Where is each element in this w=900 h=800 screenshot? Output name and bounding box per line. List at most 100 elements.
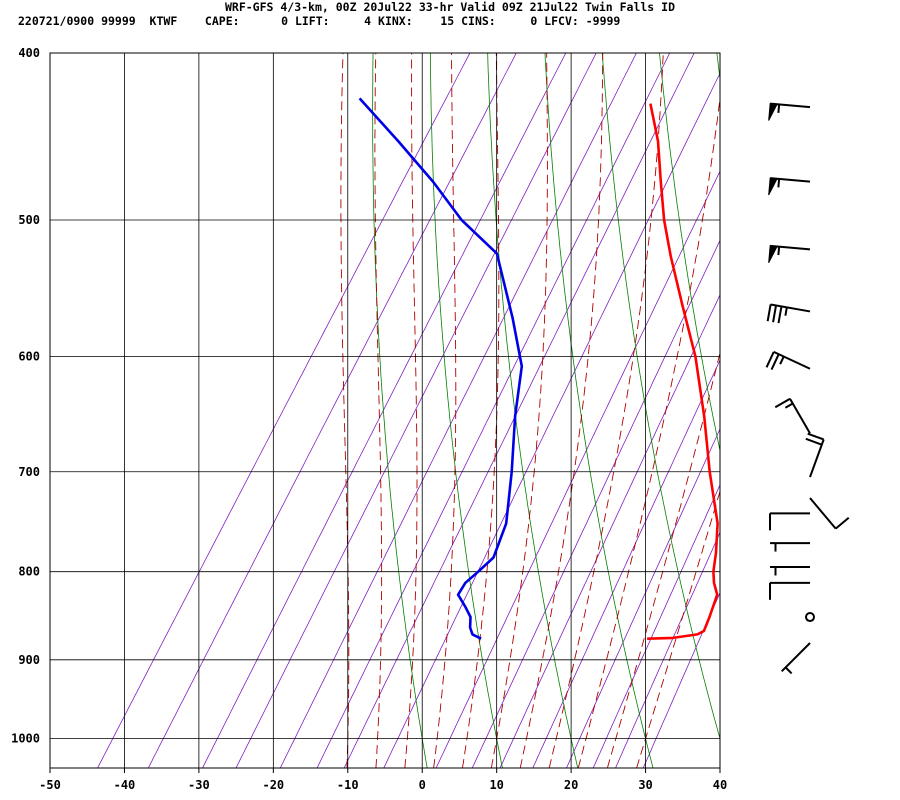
dry-adiabat-4 bbox=[601, 53, 720, 741]
pressure-label: 700 bbox=[18, 465, 40, 479]
temperature-label: 30 bbox=[638, 778, 652, 792]
moist-adiabat-2 bbox=[404, 53, 418, 768]
moist-adiabat-8 bbox=[577, 94, 720, 768]
barb-pennant bbox=[768, 103, 778, 121]
chart-subtitle: 220721/0900 99999 KTWF CAPE: 0 LIFT: 4 K… bbox=[18, 14, 620, 28]
barb-half-feather bbox=[777, 178, 781, 188]
wind-barb bbox=[805, 612, 815, 623]
mixing-ratio-line-9 bbox=[471, 239, 720, 768]
mixing-ratio-line-3 bbox=[235, 53, 597, 768]
mixing-ratio-line-1 bbox=[147, 53, 517, 768]
mixing-ratio-line-14 bbox=[615, 531, 720, 768]
wind-barbs bbox=[765, 102, 850, 675]
wind-barb bbox=[805, 432, 825, 478]
moist-adiabat-9 bbox=[606, 351, 720, 768]
barb-feather bbox=[805, 437, 823, 446]
pressure-label: 800 bbox=[18, 565, 40, 579]
dry-adiabat-2 bbox=[487, 53, 579, 768]
dry-adiabat-1 bbox=[429, 53, 503, 768]
wind-barb bbox=[781, 642, 811, 675]
grid bbox=[50, 52, 720, 768]
temperature-label: -40 bbox=[114, 778, 136, 792]
mixing-ratio-line-10 bbox=[499, 293, 720, 768]
temperature-label: -20 bbox=[262, 778, 284, 792]
barb-staff bbox=[809, 497, 837, 530]
barb-staff bbox=[770, 303, 811, 313]
mixing-ratio-line-2 bbox=[202, 53, 567, 768]
temperature-label: 40 bbox=[713, 778, 727, 792]
barb-feather bbox=[766, 304, 772, 322]
dry-adiabat-9 bbox=[882, 15, 900, 776]
barb-staff bbox=[809, 439, 825, 478]
wind-barb bbox=[768, 102, 811, 121]
barb-staff bbox=[789, 398, 811, 434]
background-lines bbox=[97, 15, 900, 776]
chart-title: WRF-GFS 4/3-km, 00Z 20Jul22 33-hr Valid … bbox=[225, 0, 675, 14]
barb-half-feather bbox=[784, 666, 793, 675]
barb-feather bbox=[772, 305, 778, 323]
barb-feather bbox=[770, 353, 780, 371]
temperature-label: 20 bbox=[564, 778, 578, 792]
temperature-label: -10 bbox=[337, 778, 359, 792]
wind-barb bbox=[768, 244, 811, 264]
dry-adiabat-5 bbox=[659, 53, 720, 453]
barb-staff bbox=[773, 350, 811, 370]
moist-adiabat-1 bbox=[374, 53, 383, 768]
barb-feather bbox=[807, 432, 825, 441]
barb-half-feather bbox=[784, 402, 794, 409]
pressure-axis-labels: 400 500 600 700 800 900 1000 bbox=[11, 46, 40, 746]
barb-half-feather bbox=[779, 356, 785, 365]
barb-feather bbox=[774, 397, 791, 409]
mixing-ratio-line-5 bbox=[316, 53, 671, 768]
pressure-label: 1000 bbox=[11, 732, 40, 746]
moist-adiabat-3 bbox=[433, 53, 457, 768]
wind-barb bbox=[769, 512, 810, 531]
wind-barb bbox=[770, 542, 810, 552]
temperature-label: 0 bbox=[419, 778, 426, 792]
wind-barb bbox=[765, 350, 811, 371]
mixing-ratio-line-4 bbox=[279, 53, 637, 768]
moist-adiabat-5 bbox=[490, 53, 548, 768]
profiles bbox=[358, 97, 719, 640]
dry-adiabat-3 bbox=[544, 53, 654, 768]
mixing-ratio-line-6 bbox=[343, 53, 695, 768]
temperature-label: -30 bbox=[188, 778, 210, 792]
temperature-line bbox=[647, 103, 719, 640]
mixing-ratio-line-11 bbox=[532, 359, 720, 768]
pressure-label: 600 bbox=[18, 349, 40, 363]
barb-feather bbox=[835, 516, 850, 530]
wind-barb bbox=[768, 177, 811, 196]
barb-half-feather bbox=[777, 246, 781, 256]
barb-staff bbox=[781, 642, 811, 672]
barb-half-feather bbox=[784, 307, 788, 316]
moist-adiabat-0 bbox=[340, 53, 350, 768]
mixing-ratio-line-7 bbox=[383, 72, 720, 768]
mixing-ratio-line-12 bbox=[565, 428, 720, 768]
dry-adiabat-8 bbox=[826, 15, 900, 776]
dewpoint-line bbox=[358, 97, 524, 640]
dry-adiabat-6 bbox=[716, 53, 720, 83]
moist-adiabat-10 bbox=[636, 489, 720, 768]
barb-feather bbox=[765, 351, 775, 368]
mixing-ratio-line-0 bbox=[97, 53, 471, 768]
wind-barb bbox=[809, 497, 850, 530]
barb-pennant bbox=[768, 177, 778, 196]
mixing-ratio-line-8 bbox=[435, 170, 720, 768]
mixing-ratio-line-13 bbox=[592, 484, 720, 768]
pressure-label: 400 bbox=[18, 46, 40, 60]
wind-barb bbox=[769, 581, 810, 600]
dry-adiabat-7 bbox=[769, 15, 900, 776]
wind-barb bbox=[770, 565, 810, 576]
moist-adiabat-7 bbox=[548, 53, 664, 768]
temperature-label: -50 bbox=[39, 778, 61, 792]
pressure-label: 500 bbox=[18, 213, 40, 227]
dry-adiabat-0 bbox=[372, 53, 428, 768]
wind-barb bbox=[774, 397, 811, 434]
pressure-label: 900 bbox=[18, 653, 40, 667]
barb-feather bbox=[777, 306, 783, 324]
moist-adiabat-4 bbox=[462, 53, 500, 768]
barb-half-feather bbox=[777, 104, 781, 113]
mixing-ratio-line-15 bbox=[642, 591, 720, 768]
moist-adiabat-6 bbox=[519, 53, 604, 768]
